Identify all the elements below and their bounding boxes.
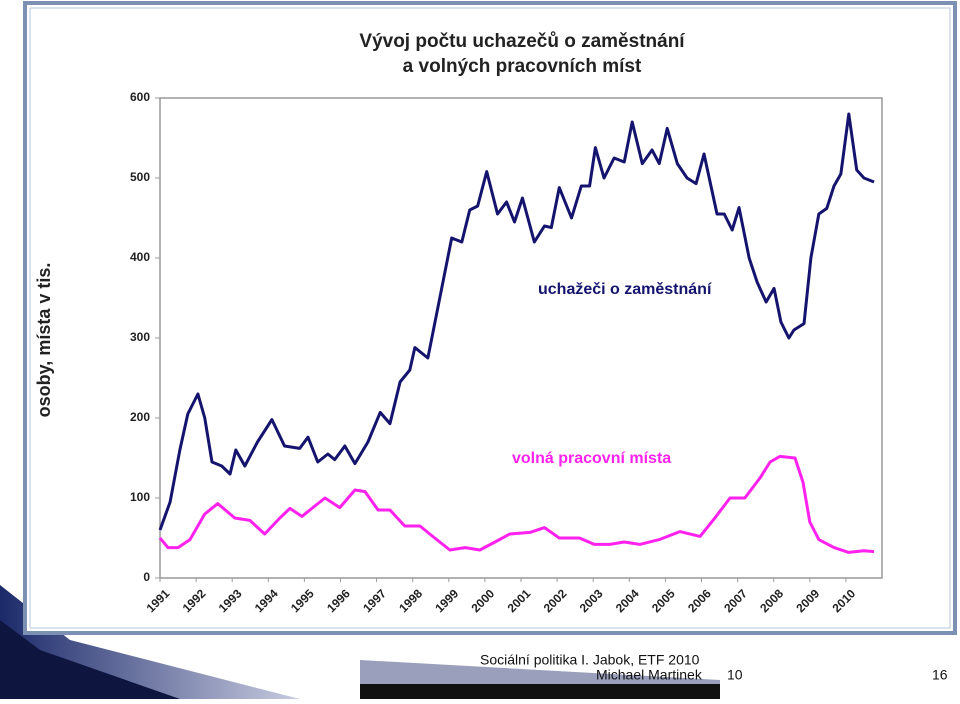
decoration [360,684,720,699]
series-label: volná pracovní místa [512,450,671,467]
y-tick-label: 400 [130,250,150,264]
y-tick-label: 200 [130,410,150,424]
series-label: uchažeči o zaměstnání [538,281,712,298]
y-tick-label: 300 [130,330,150,344]
chart-title: a volných pracovních míst [403,56,642,77]
footer-lecture: 10 [727,667,743,683]
y-tick-label: 0 [143,570,150,584]
page-number: 16 [932,667,948,683]
slide-frame [29,7,951,629]
y-tick-label: 600 [130,90,150,104]
y-tick-label: 500 [130,170,150,184]
footer-course: Sociální politika I. Jabok, ETF 2010 [480,652,700,668]
decoration [0,620,180,699]
y-axis-label: osoby, místa v tis. [34,263,54,418]
line [158,454,875,554]
chart-title: Vývoj počtu uchazečů o zaměstnání [359,31,685,52]
y-tick-label: 100 [130,490,150,504]
footer-author: Michael Martinek [596,667,703,683]
line [158,112,875,531]
slide-frame [23,1,957,635]
